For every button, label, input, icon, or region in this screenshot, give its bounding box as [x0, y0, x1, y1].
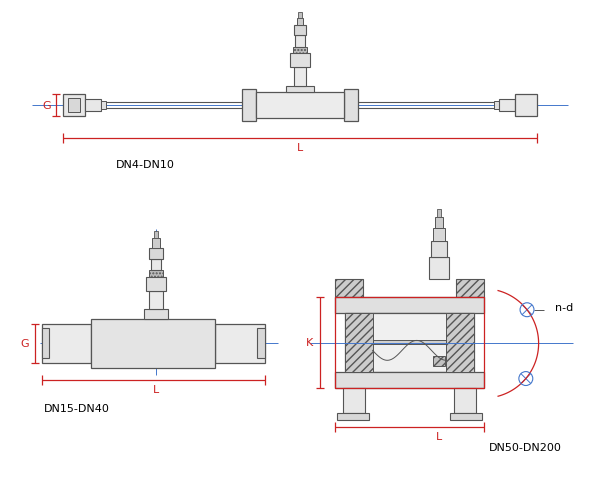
- Bar: [456, 279, 484, 297]
- Bar: [154, 231, 158, 239]
- Bar: [499, 100, 515, 111]
- Bar: [337, 413, 368, 420]
- Text: G: G: [20, 339, 29, 348]
- Bar: [91, 319, 215, 369]
- Bar: [101, 102, 106, 109]
- Bar: [64, 95, 85, 117]
- Text: L: L: [153, 384, 159, 394]
- Bar: [293, 48, 307, 54]
- Bar: [431, 241, 447, 257]
- Bar: [446, 313, 474, 372]
- Bar: [294, 26, 306, 36]
- Bar: [344, 90, 358, 121]
- Bar: [343, 388, 365, 413]
- Bar: [290, 54, 310, 68]
- Bar: [429, 257, 449, 279]
- Bar: [373, 341, 446, 345]
- Bar: [335, 297, 484, 313]
- Bar: [335, 372, 484, 388]
- Bar: [454, 388, 476, 413]
- Text: K: K: [307, 338, 314, 348]
- Bar: [298, 13, 302, 19]
- Bar: [149, 270, 163, 277]
- Bar: [437, 210, 441, 217]
- Bar: [295, 36, 305, 48]
- Bar: [297, 19, 303, 26]
- Bar: [146, 277, 166, 291]
- Bar: [515, 95, 536, 117]
- Bar: [151, 259, 161, 270]
- Text: n-d: n-d: [555, 302, 573, 312]
- Text: L: L: [297, 142, 303, 152]
- Bar: [242, 90, 256, 121]
- Bar: [345, 313, 373, 372]
- Bar: [433, 357, 445, 367]
- Bar: [41, 324, 91, 363]
- Bar: [494, 102, 499, 109]
- Bar: [294, 68, 306, 87]
- Text: DN15-DN40: DN15-DN40: [43, 403, 109, 413]
- Bar: [215, 324, 265, 363]
- Bar: [68, 98, 80, 112]
- Text: G: G: [42, 101, 51, 110]
- Bar: [515, 98, 527, 112]
- Bar: [41, 329, 49, 359]
- Bar: [433, 228, 445, 241]
- Bar: [450, 413, 482, 420]
- Bar: [149, 249, 163, 259]
- Bar: [144, 309, 168, 319]
- Bar: [85, 100, 101, 111]
- Text: DN50-DN200: DN50-DN200: [489, 442, 562, 452]
- Bar: [257, 329, 265, 359]
- Text: DN4-DN10: DN4-DN10: [116, 160, 175, 170]
- Bar: [335, 297, 484, 388]
- Bar: [152, 239, 160, 249]
- Bar: [435, 217, 443, 228]
- Bar: [149, 291, 163, 309]
- Bar: [335, 279, 362, 297]
- Bar: [345, 313, 474, 372]
- Bar: [286, 87, 314, 93]
- Bar: [256, 93, 344, 119]
- Text: L: L: [436, 431, 442, 441]
